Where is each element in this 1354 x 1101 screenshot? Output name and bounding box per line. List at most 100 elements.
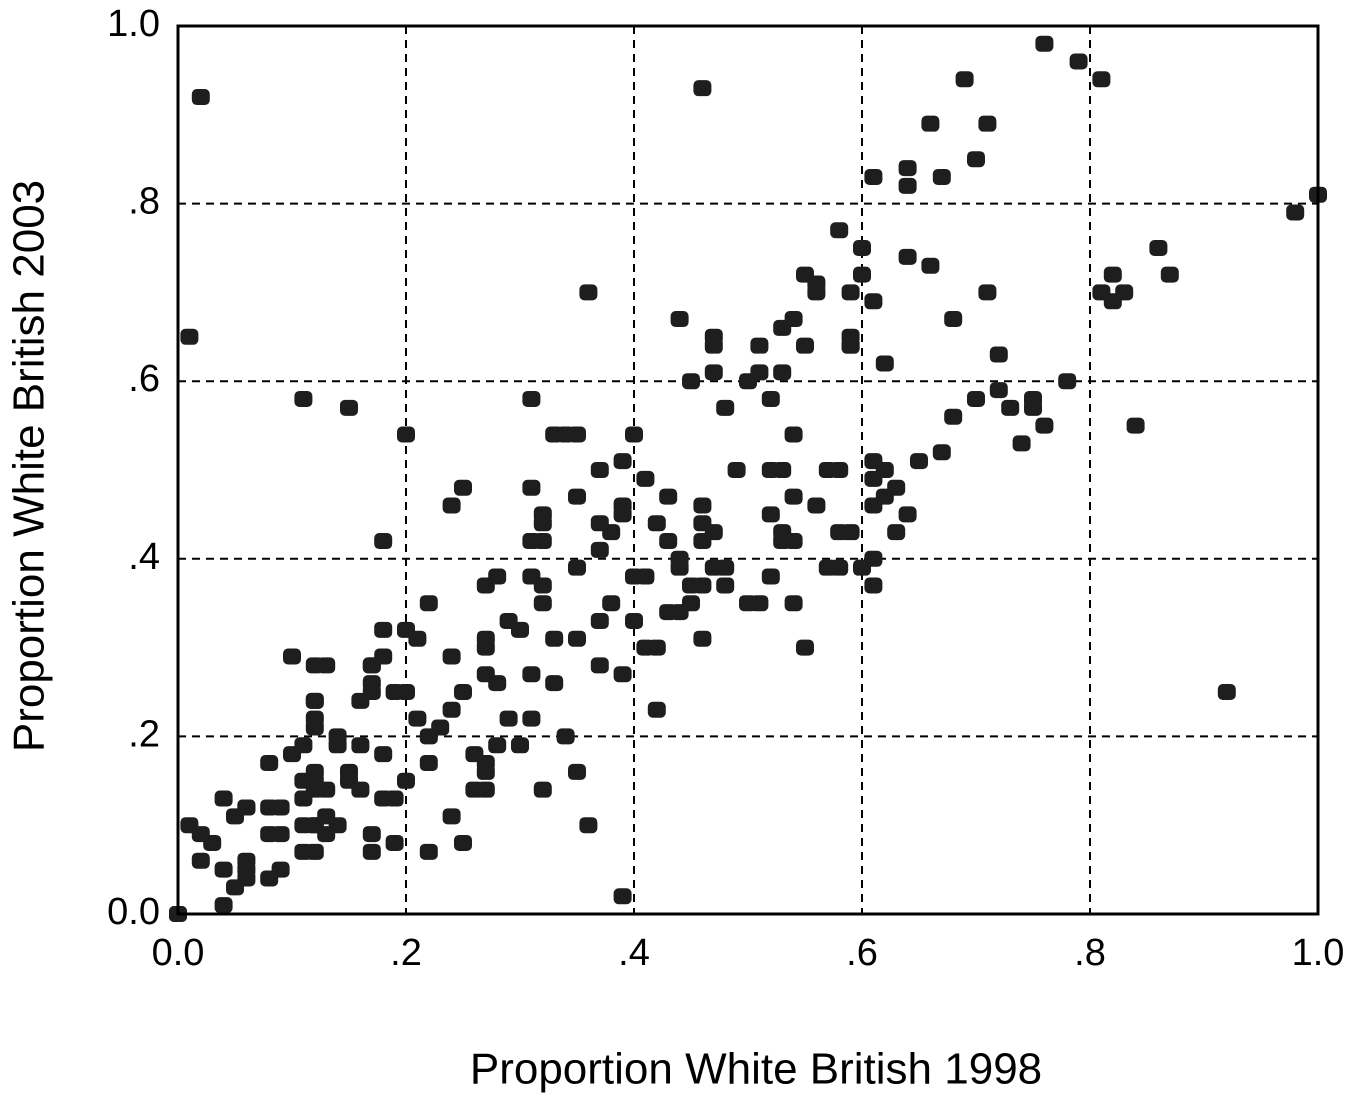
point bbox=[784, 426, 803, 443]
point bbox=[522, 390, 541, 407]
point bbox=[362, 843, 381, 860]
point bbox=[796, 337, 814, 354]
point bbox=[191, 89, 210, 106]
point bbox=[625, 426, 643, 443]
point bbox=[476, 763, 495, 780]
point bbox=[545, 426, 564, 443]
point bbox=[305, 843, 324, 860]
point bbox=[613, 888, 632, 905]
point bbox=[875, 462, 894, 478]
point bbox=[305, 781, 324, 798]
point bbox=[853, 266, 871, 283]
point bbox=[1115, 284, 1134, 301]
point bbox=[944, 408, 963, 425]
points bbox=[169, 35, 1327, 922]
point bbox=[522, 666, 541, 683]
point bbox=[613, 506, 632, 523]
point bbox=[260, 870, 279, 887]
point bbox=[522, 479, 541, 496]
y-tick-label: .2 bbox=[128, 713, 160, 755]
point bbox=[716, 577, 735, 594]
point bbox=[317, 826, 336, 843]
point bbox=[796, 639, 814, 656]
point bbox=[226, 879, 244, 896]
point bbox=[761, 390, 780, 407]
point bbox=[761, 506, 780, 523]
point bbox=[1103, 266, 1122, 283]
point bbox=[978, 115, 997, 132]
point bbox=[670, 559, 689, 576]
point bbox=[875, 355, 894, 372]
point bbox=[807, 284, 826, 301]
y-tick-label: 1.0 bbox=[107, 3, 160, 45]
point bbox=[898, 177, 917, 194]
point bbox=[978, 284, 997, 301]
x-tick-label: .2 bbox=[390, 932, 422, 974]
point bbox=[704, 337, 723, 354]
point bbox=[807, 497, 826, 514]
point bbox=[533, 595, 552, 612]
point bbox=[784, 595, 803, 612]
point bbox=[191, 852, 210, 869]
point bbox=[317, 657, 336, 674]
point bbox=[533, 533, 552, 550]
point bbox=[636, 568, 655, 585]
point bbox=[488, 737, 507, 754]
point bbox=[419, 843, 438, 860]
point bbox=[590, 657, 609, 674]
point bbox=[625, 612, 643, 629]
point bbox=[533, 515, 552, 532]
point bbox=[511, 621, 529, 638]
point bbox=[1069, 53, 1088, 70]
point bbox=[750, 337, 769, 354]
x-tick-label: 1.0 bbox=[1292, 932, 1345, 974]
point bbox=[283, 648, 301, 665]
x-tick-label: .6 bbox=[846, 932, 878, 974]
point bbox=[830, 559, 849, 576]
y-tick-label: .8 bbox=[128, 181, 160, 223]
point bbox=[898, 160, 917, 177]
point bbox=[408, 710, 427, 727]
point bbox=[271, 799, 290, 816]
point bbox=[568, 763, 586, 780]
point bbox=[864, 577, 883, 594]
point bbox=[841, 284, 860, 301]
point bbox=[1286, 204, 1305, 221]
point bbox=[944, 311, 963, 328]
point bbox=[887, 524, 906, 541]
point bbox=[1024, 399, 1042, 416]
point bbox=[214, 897, 233, 914]
point bbox=[374, 533, 393, 550]
point bbox=[750, 595, 769, 612]
point bbox=[830, 222, 849, 239]
point bbox=[830, 462, 849, 478]
point bbox=[419, 755, 438, 772]
point bbox=[556, 728, 575, 745]
point bbox=[442, 497, 461, 514]
point bbox=[898, 248, 917, 265]
x-tick-label: .4 bbox=[618, 932, 650, 974]
point bbox=[1058, 373, 1077, 390]
point bbox=[476, 781, 495, 798]
point bbox=[1126, 417, 1145, 434]
point bbox=[670, 311, 689, 328]
point bbox=[180, 328, 199, 345]
point bbox=[1217, 684, 1236, 700]
point bbox=[283, 746, 301, 763]
point bbox=[659, 488, 678, 505]
point bbox=[568, 426, 586, 443]
y-tick-label: .6 bbox=[128, 358, 160, 400]
point bbox=[841, 337, 860, 354]
point bbox=[1001, 399, 1020, 416]
point bbox=[385, 834, 404, 851]
point bbox=[397, 772, 415, 789]
point bbox=[214, 861, 233, 878]
point bbox=[1149, 240, 1168, 256]
point bbox=[1035, 417, 1054, 434]
point bbox=[1092, 71, 1111, 88]
point bbox=[533, 781, 552, 798]
point bbox=[305, 692, 324, 709]
point bbox=[761, 462, 780, 478]
point bbox=[568, 488, 586, 505]
point bbox=[967, 151, 985, 168]
